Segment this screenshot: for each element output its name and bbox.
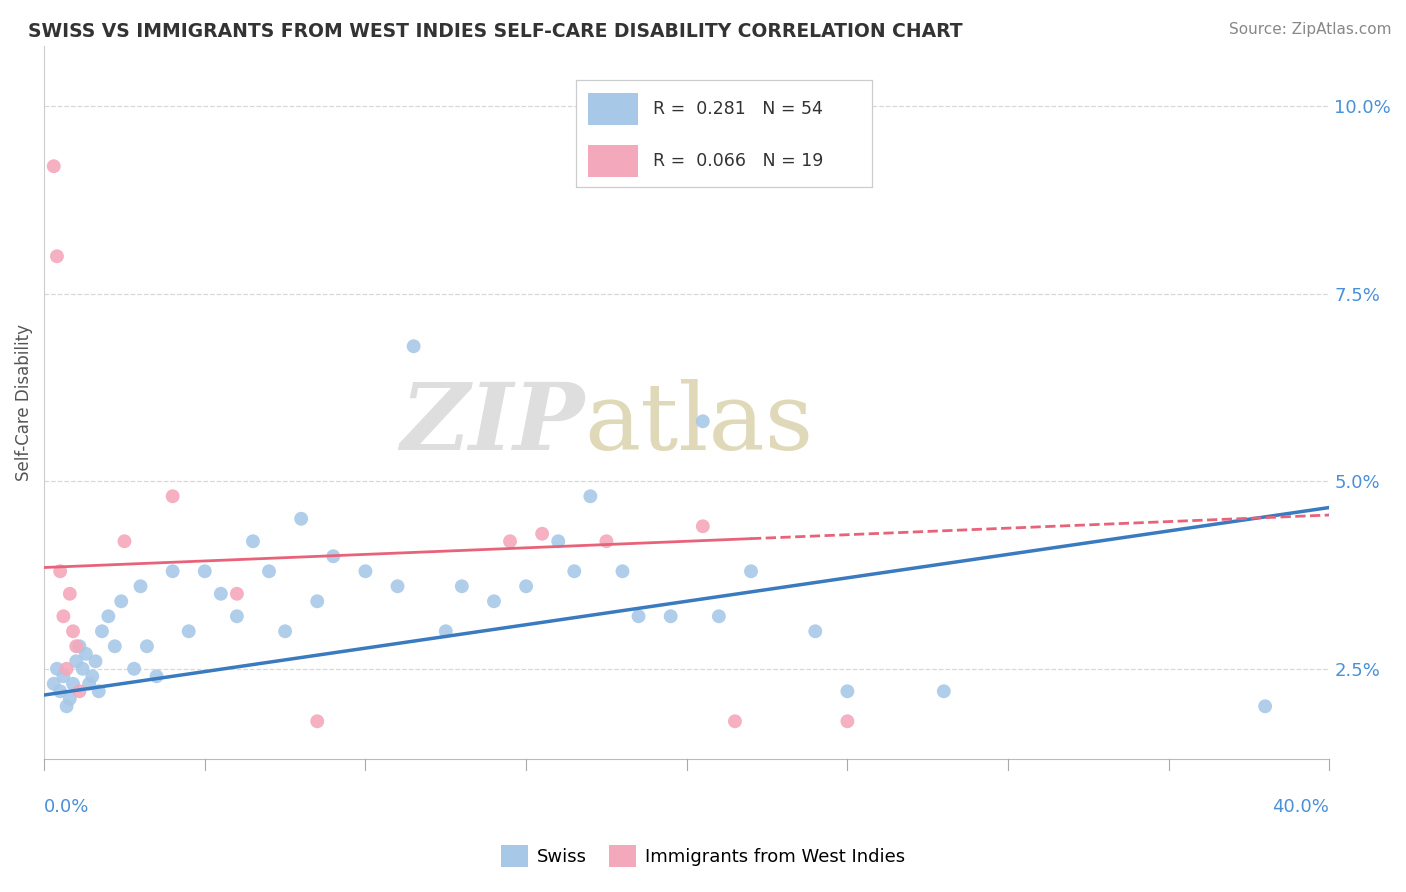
Point: [707, 609, 730, 624]
Point: [62, 624, 84, 639]
Point: [65, 654, 87, 668]
Point: [114, 534, 136, 549]
Point: [46, 662, 69, 676]
Point: [69, 640, 91, 654]
Point: [129, 579, 152, 593]
Text: ZIP: ZIP: [399, 379, 583, 469]
Point: [84, 654, 107, 668]
Point: [72, 662, 94, 676]
Point: [515, 579, 537, 593]
Point: [122, 662, 145, 676]
Point: [145, 669, 167, 683]
Point: [387, 579, 409, 593]
Point: [837, 714, 859, 729]
Point: [724, 714, 747, 729]
Point: [434, 624, 457, 639]
Point: [225, 587, 247, 601]
Point: [69, 684, 91, 698]
Point: [612, 564, 634, 578]
Point: [499, 534, 522, 549]
Text: 0.0%: 0.0%: [44, 798, 90, 816]
Point: [77, 677, 100, 691]
Point: [46, 249, 69, 263]
Point: [65, 640, 87, 654]
Point: [82, 669, 104, 683]
Point: [579, 489, 602, 503]
Point: [42, 159, 65, 173]
FancyBboxPatch shape: [588, 93, 638, 125]
Point: [55, 699, 77, 714]
Point: [162, 489, 184, 503]
Point: [450, 579, 472, 593]
Point: [804, 624, 827, 639]
Point: [274, 624, 297, 639]
Point: [42, 677, 65, 691]
Y-axis label: Self-Care Disability: Self-Care Disability: [15, 324, 32, 481]
Point: [1254, 699, 1277, 714]
Point: [402, 339, 425, 353]
Point: [242, 534, 264, 549]
Point: [531, 526, 554, 541]
Point: [692, 519, 714, 533]
Text: atlas: atlas: [583, 379, 813, 469]
Point: [62, 677, 84, 691]
Point: [52, 669, 75, 683]
Point: [627, 609, 650, 624]
Point: [322, 549, 344, 564]
Point: [225, 609, 247, 624]
Text: 40.0%: 40.0%: [1272, 798, 1330, 816]
Point: [659, 609, 682, 624]
Point: [59, 691, 82, 706]
Point: [562, 564, 585, 578]
Point: [307, 714, 329, 729]
Point: [104, 640, 127, 654]
Point: [49, 564, 72, 578]
Point: [209, 587, 232, 601]
Text: SWISS VS IMMIGRANTS FROM WEST INDIES SELF-CARE DISABILITY CORRELATION CHART: SWISS VS IMMIGRANTS FROM WEST INDIES SEL…: [28, 22, 963, 41]
Point: [837, 684, 859, 698]
Point: [290, 512, 312, 526]
Point: [87, 684, 110, 698]
Point: [482, 594, 505, 608]
Point: [307, 594, 329, 608]
Text: R =  0.281   N = 54: R = 0.281 N = 54: [654, 100, 823, 118]
Text: R =  0.066   N = 19: R = 0.066 N = 19: [654, 152, 824, 169]
Point: [97, 609, 120, 624]
Point: [740, 564, 762, 578]
Point: [55, 662, 77, 676]
Point: [59, 587, 82, 601]
Point: [91, 624, 114, 639]
Point: [932, 684, 955, 698]
Point: [136, 640, 159, 654]
Point: [692, 414, 714, 428]
Point: [177, 624, 200, 639]
FancyBboxPatch shape: [588, 145, 638, 177]
Point: [52, 609, 75, 624]
Point: [257, 564, 280, 578]
Point: [595, 534, 617, 549]
Legend: Swiss, Immigrants from West Indies: Swiss, Immigrants from West Indies: [494, 838, 912, 874]
Point: [547, 534, 569, 549]
Text: Source: ZipAtlas.com: Source: ZipAtlas.com: [1229, 22, 1392, 37]
Point: [110, 594, 132, 608]
Point: [75, 647, 97, 661]
Point: [49, 684, 72, 698]
Point: [354, 564, 377, 578]
Point: [194, 564, 217, 578]
Point: [162, 564, 184, 578]
